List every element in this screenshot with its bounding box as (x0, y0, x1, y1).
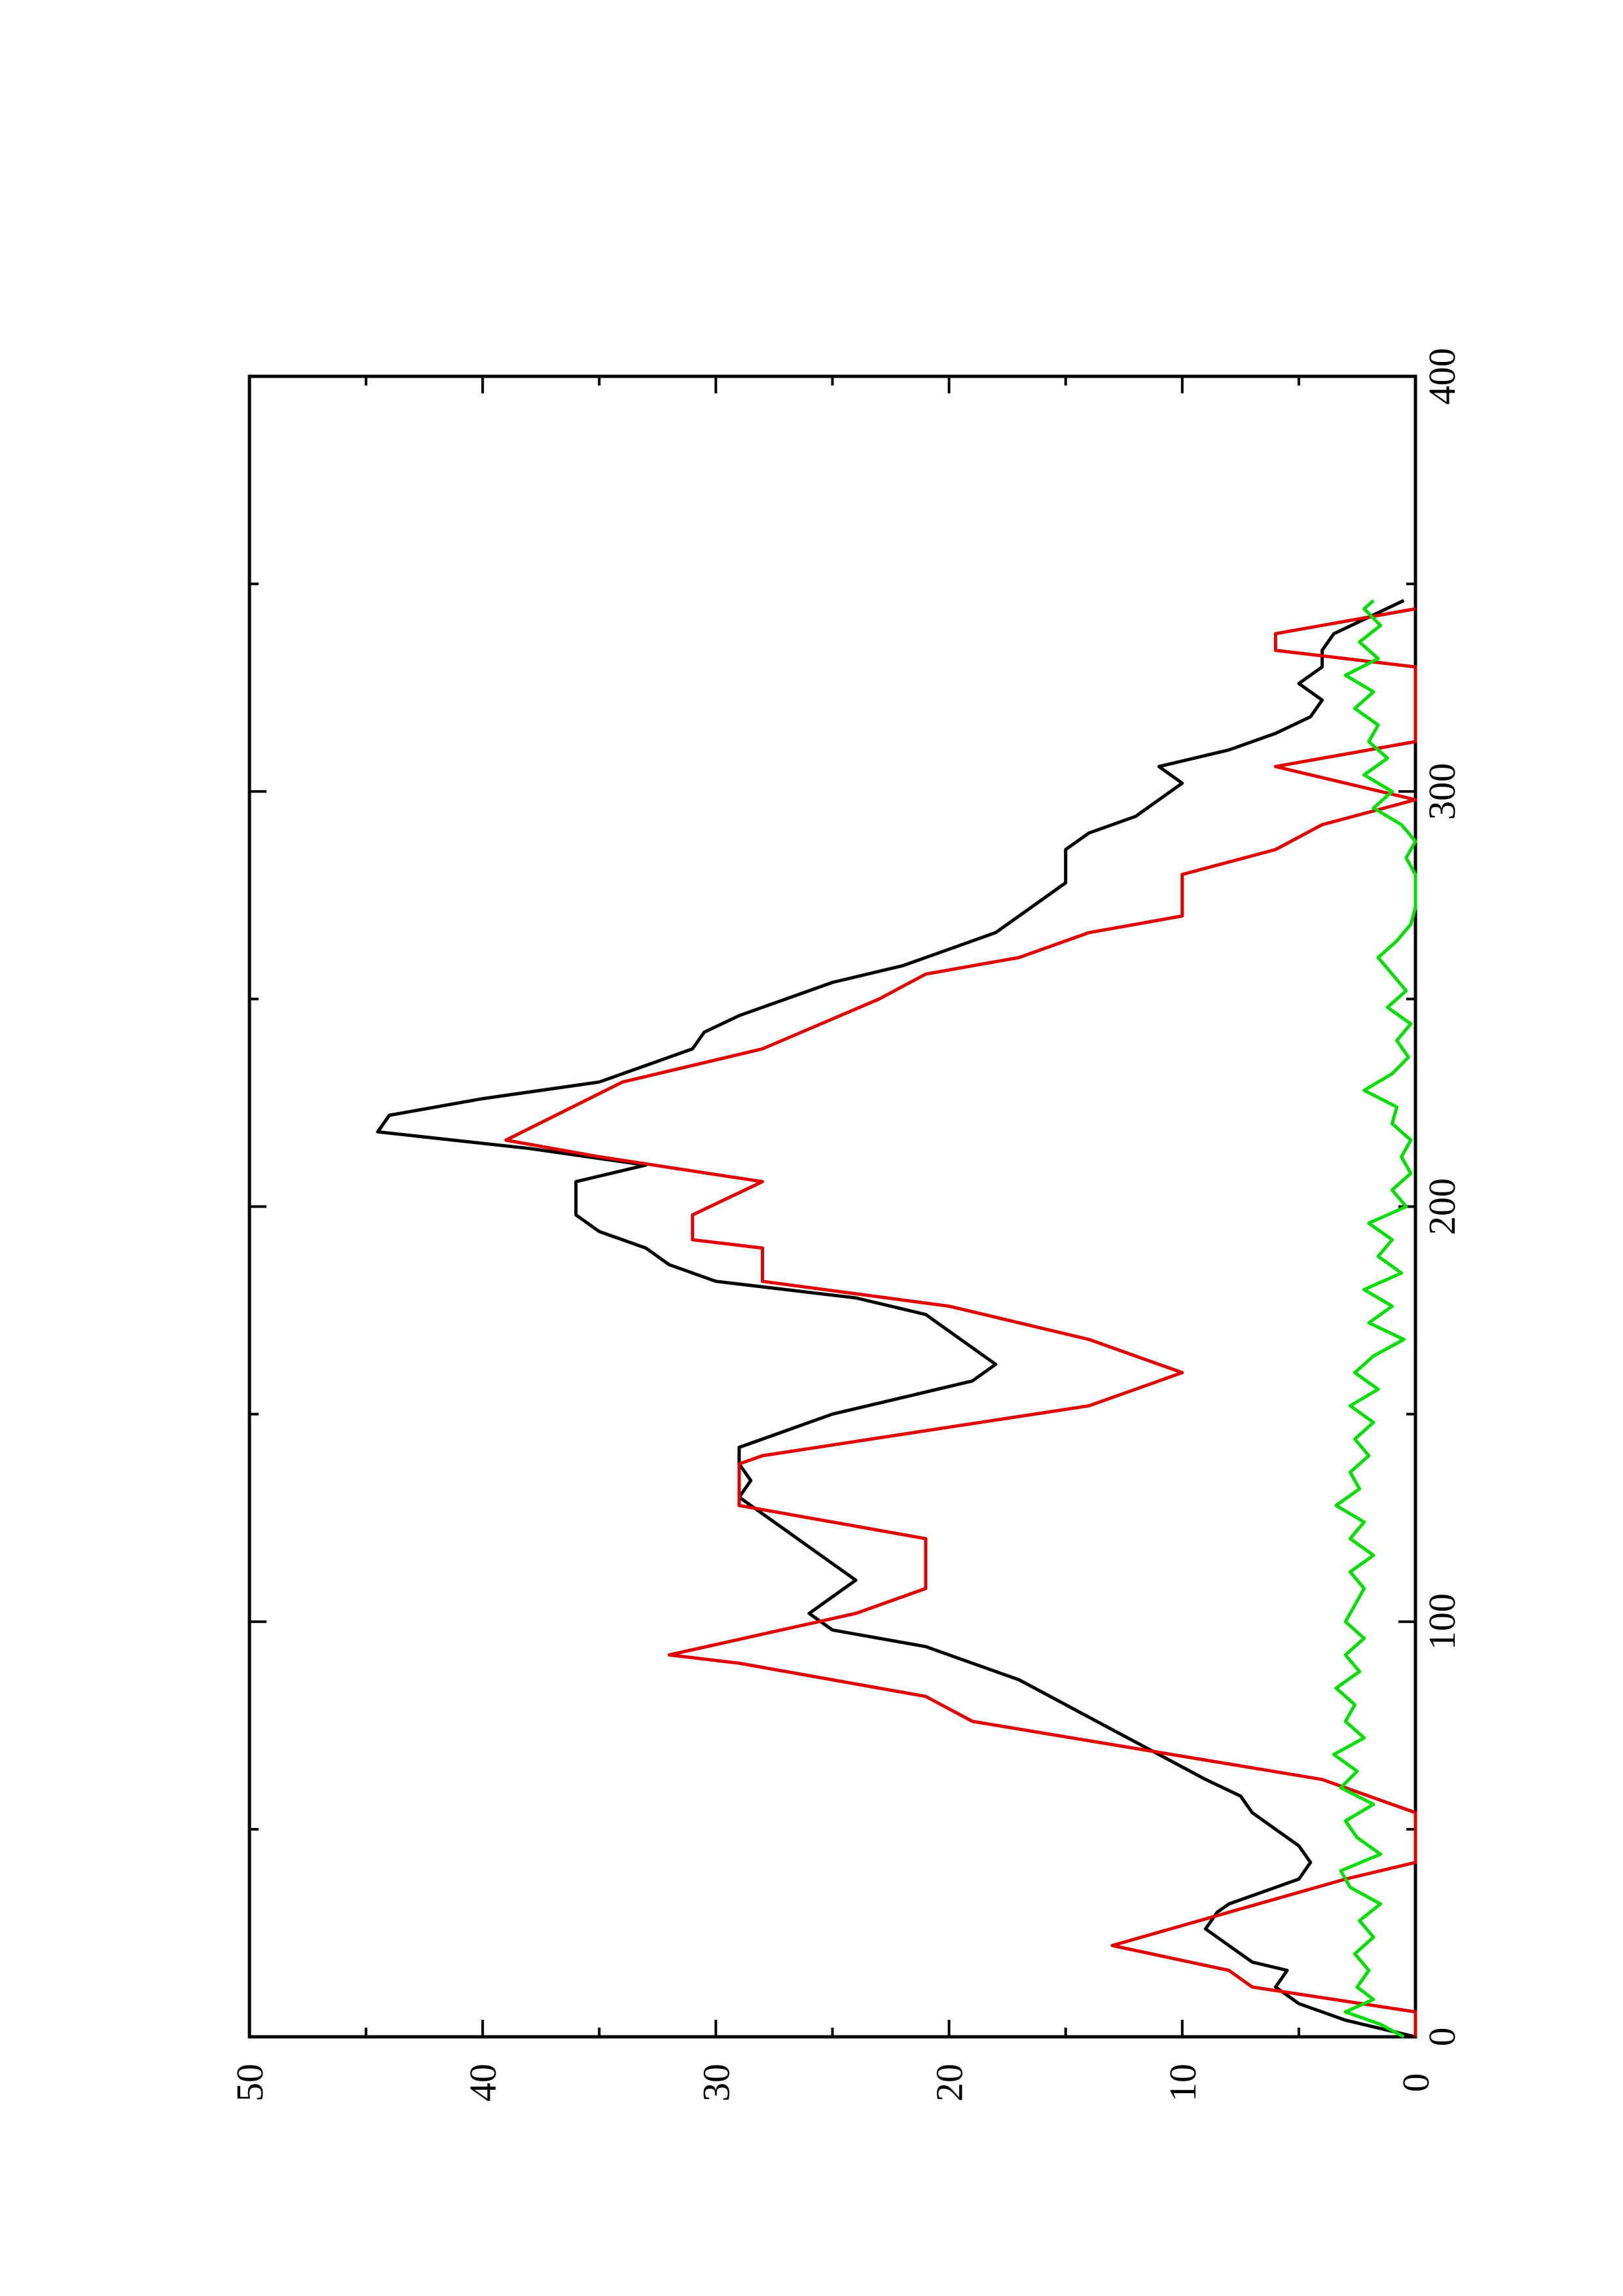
series-line-1 (376, 599, 1416, 2039)
series-line-3 (1332, 599, 1417, 2039)
y-tick-label: 10 (1161, 2064, 1204, 2102)
chart-series (376, 599, 1417, 2039)
x-tick-label: 400 (1421, 348, 1463, 405)
y-tick-label: 40 (462, 2064, 504, 2102)
y-tick-label: 20 (928, 2064, 971, 2102)
y-tick-label: 50 (228, 2064, 271, 2102)
axis-tick-labels: 0 100 200 300 400 0 10 20 30 40 50 (228, 348, 1463, 2102)
axis-ticks (248, 375, 1417, 2038)
y-tick-label: 0 (1395, 2073, 1437, 2092)
x-tick-label: 0 (1421, 2028, 1463, 2047)
series-line-2 (504, 607, 1417, 2037)
x-tick-label: 200 (1421, 1178, 1463, 1235)
x-tick-label: 300 (1421, 763, 1463, 820)
x-tick-label: 100 (1421, 1593, 1463, 1650)
y-tick-label: 30 (695, 2064, 737, 2102)
plot-frame (247, 374, 1417, 2039)
